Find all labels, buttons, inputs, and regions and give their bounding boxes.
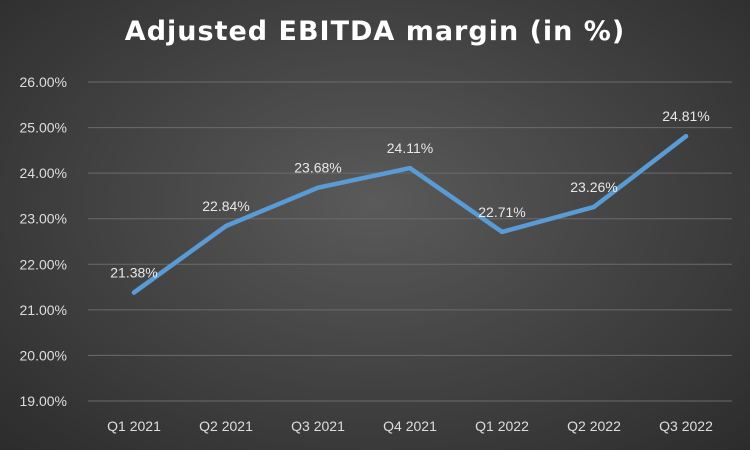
- data-point: [315, 185, 321, 190]
- x-tick-label: Q3 2022: [659, 418, 713, 434]
- data-point: [683, 134, 689, 139]
- y-tick-label: 26.00%: [20, 74, 67, 90]
- y-tick-label: 24.00%: [20, 165, 67, 181]
- x-tick-label: Q2 2021: [199, 418, 253, 434]
- data-label: 21.38%: [110, 265, 157, 281]
- x-tick-label: Q2 2022: [567, 418, 621, 434]
- y-tick-label: 22.00%: [20, 256, 67, 272]
- data-label: 23.26%: [570, 179, 617, 195]
- y-tick-label: 19.00%: [20, 393, 67, 409]
- data-point: [499, 229, 505, 235]
- x-tick-label: Q1 2022: [475, 418, 529, 434]
- x-axis-ticks: Q1 2021 Q2 2021 Q3 2021 Q4 2021 Q1 2022 Q2 20…: [107, 418, 713, 434]
- y-tick-label: 21.00%: [20, 302, 67, 318]
- y-tick-label: 25.00%: [20, 120, 67, 136]
- data-point: [223, 223, 229, 229]
- y-axis-ticks: 19.00% 20.00% 21.00% 22.00% 23.00% 24.00% 25.0…: [20, 74, 67, 409]
- data-point: [591, 204, 597, 210]
- data-point: [131, 290, 137, 295]
- data-point: [407, 165, 413, 171]
- data-label: 24.11%: [387, 140, 433, 156]
- data-label: 22.71%: [478, 204, 525, 220]
- gridlines: [88, 81, 732, 402]
- series-layer: [131, 133, 689, 295]
- y-tick-label: 23.00%: [20, 211, 67, 227]
- x-tick-label: Q4 2021: [383, 418, 437, 434]
- x-tick-label: Q3 2021: [291, 418, 345, 434]
- series-line: [131, 133, 689, 295]
- data-label: 24.81%: [662, 108, 709, 124]
- y-tick-label: 20.00%: [20, 347, 67, 363]
- data-label: 23.68%: [294, 160, 341, 176]
- data-labels: 21.38% 22.84% 23.68% 24.11% 22.71% 23.26% 24.8…: [110, 108, 709, 280]
- chart-title: Adjusted EBITDA margin (in %): [124, 16, 626, 47]
- data-label: 22.84%: [202, 198, 249, 214]
- x-tick-label: Q1 2021: [107, 418, 161, 434]
